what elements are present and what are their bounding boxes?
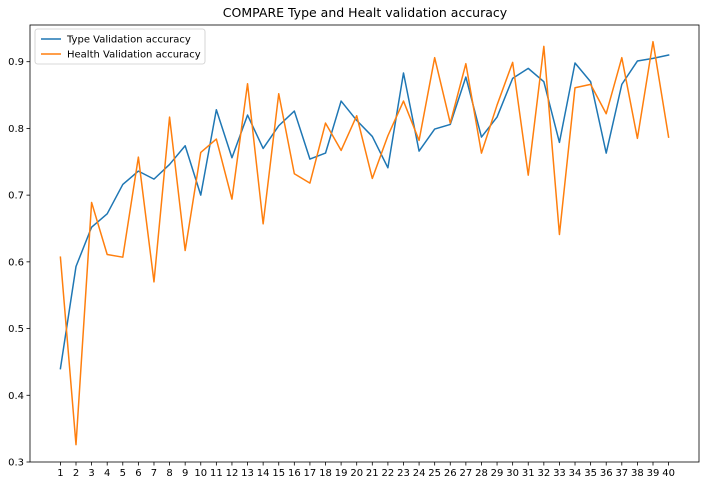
x-tick-label: 7 [151, 468, 157, 479]
x-tick-label: 31 [522, 468, 535, 479]
axes-frame [29, 24, 700, 463]
x-tick-label: 3 [88, 468, 94, 479]
y-tick-label: 0.6 [8, 257, 24, 268]
x-tick-label: 33 [553, 468, 566, 479]
x-tick-label: 16 [288, 468, 301, 479]
y-tick-label: 0.4 [8, 391, 24, 402]
x-tick-label: 24 [413, 468, 426, 479]
x-tick-label: 26 [444, 468, 457, 479]
series-line-1 [59, 54, 670, 370]
x-tick-label: 22 [382, 468, 395, 479]
x-tick-label: 25 [428, 468, 441, 479]
x-tick-label: 27 [459, 468, 472, 479]
chart-title: COMPARE Type and Healt validation accura… [223, 5, 508, 20]
x-tick-label: 35 [584, 468, 597, 479]
x-tick-label: 20 [350, 468, 363, 479]
x-tick-label: 15 [272, 468, 285, 479]
series-layer [59, 40, 670, 446]
x-tick-label: 36 [600, 468, 613, 479]
x-tick-label: 30 [506, 468, 519, 479]
y-tick-label: 0.7 [8, 191, 24, 202]
x-tick-label: 14 [257, 468, 270, 479]
x-tick-label: 38 [631, 468, 644, 479]
x-tick-label: 32 [537, 468, 550, 479]
legend-label-1: Type Validation accuracy [66, 35, 191, 46]
x-tick-label: 2 [73, 468, 79, 479]
x-tick-label: 17 [304, 468, 317, 479]
x-tick-label: 4 [104, 468, 110, 479]
y-tick-label: 0.9 [8, 57, 24, 68]
y-tick-label: 0.8 [8, 124, 24, 135]
legend-box [34, 28, 206, 65]
x-tick-label: 28 [475, 468, 488, 479]
x-tick-label: 19 [335, 468, 348, 479]
x-tick-label: 9 [182, 468, 188, 479]
x-tick-label: 13 [241, 468, 254, 479]
y-tick-label: 0.5 [8, 324, 24, 335]
plot-area [30, 25, 699, 462]
x-tick-label: 18 [319, 468, 332, 479]
x-tick-label: 29 [491, 468, 504, 479]
x-tick-label: 10 [194, 468, 207, 479]
x-tick-label: 11 [210, 468, 223, 479]
axes-layer: 1 2 3 4 5 6 7 8 9 10 11 12 13 14 15 16 17 18 19 20 21 22 23 24 2… [8, 24, 700, 479]
x-tick-label: 37 [615, 468, 628, 479]
plot-background [30, 25, 699, 462]
x-tick-label: 34 [569, 468, 582, 479]
legend: Type Validation accuracy Health Validatio… [34, 28, 206, 65]
series-line-2 [59, 40, 670, 446]
legend-label-2: Health Validation accuracy [67, 50, 201, 61]
y-tick-label: 0.3 [8, 458, 24, 469]
x-tick-label: 40 [662, 468, 675, 479]
x-tick-label: 12 [226, 468, 239, 479]
x-tick-label: 5 [120, 468, 126, 479]
x-tick-label: 21 [366, 468, 379, 479]
x-tick-label: 39 [647, 468, 660, 479]
x-tick-label: 8 [166, 468, 172, 479]
x-tick-label: 1 [57, 468, 63, 479]
x-tick-label: 23 [397, 468, 410, 479]
x-tick-label: 6 [135, 468, 141, 479]
